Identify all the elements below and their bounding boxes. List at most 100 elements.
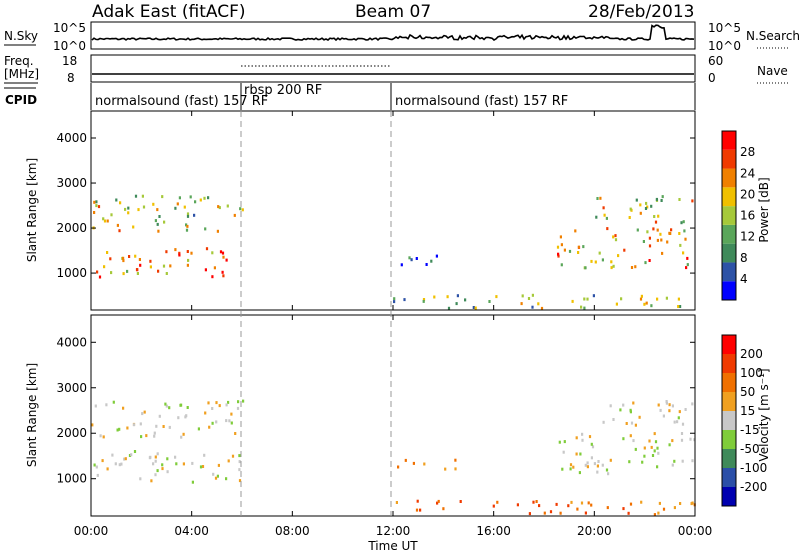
station-title: Adak East (fitACF) <box>92 2 246 22</box>
range-gate-cell <box>161 195 164 199</box>
range-gate-cell <box>161 463 164 467</box>
range-gate-cell <box>681 422 685 426</box>
range-gate-cell <box>126 426 129 430</box>
freq-panel <box>90 54 696 83</box>
range-gate-cell <box>581 432 584 436</box>
range-gate-cell <box>419 508 422 512</box>
range-gate-cell <box>558 440 561 444</box>
range-gate-cell <box>234 432 237 435</box>
range-gate-cell <box>150 479 153 483</box>
colorbar-frame <box>721 334 737 507</box>
colorbar-segment <box>722 224 736 244</box>
y-tick-label: 2000 <box>56 221 87 235</box>
range-gate-cell <box>657 214 660 218</box>
range-gate-cell <box>165 250 168 254</box>
range-gate-cell <box>186 263 189 267</box>
range-gate-cell <box>627 511 630 515</box>
nsky-noise-line <box>91 24 695 42</box>
range-gate-cell <box>132 423 136 427</box>
range-gate-cell <box>149 265 152 269</box>
range-gate-cell <box>474 306 477 310</box>
range-gate-cell <box>225 403 228 407</box>
range-gate-cell <box>105 403 108 407</box>
range-gate-cell <box>557 252 560 256</box>
range-gate-cell <box>670 228 673 232</box>
range-gate-cell <box>586 465 589 469</box>
range-gate-cell <box>639 211 642 215</box>
range-gate-cell <box>139 422 142 426</box>
range-gate-cell <box>535 500 538 503</box>
colorbar-tick-label: 50 <box>740 385 755 399</box>
range-gate-cell <box>227 400 230 404</box>
range-gate-cell <box>691 199 694 203</box>
range-gate-cell <box>93 200 96 204</box>
y-tick-label: 3000 <box>56 176 87 190</box>
range-gate-cell <box>237 400 240 404</box>
colorbar-tick-label: -100 <box>740 461 767 475</box>
range-gate-cell <box>653 449 656 453</box>
range-gate-cell <box>659 232 662 236</box>
range-gate-cell <box>454 467 457 471</box>
range-gate-cell <box>606 506 609 510</box>
x-tick-label: 16:00 <box>476 524 511 538</box>
range-gate-cell <box>681 459 684 463</box>
range-gate-cell <box>622 437 625 441</box>
range-gate-cell <box>102 217 105 221</box>
range-gate-cell <box>191 480 194 484</box>
range-gate-cell <box>578 471 581 475</box>
range-gate-cell <box>98 275 102 279</box>
nsky-left-tick-top: 10^5 <box>53 21 86 35</box>
colorbar-segment <box>722 243 736 263</box>
range-gate-cell <box>163 220 166 224</box>
range-gate-cell <box>185 228 189 232</box>
range-gate-cell <box>583 306 586 310</box>
colorbar-segment <box>722 206 736 225</box>
range-gate-cell <box>238 479 242 483</box>
range-gate-cell <box>629 502 633 506</box>
power-panel-frame <box>90 110 696 311</box>
range-gate-cell <box>646 205 649 209</box>
range-gate-cell <box>132 225 135 229</box>
colorbar-tick-label: -200 <box>740 480 767 494</box>
range-gate-cell <box>415 508 419 512</box>
time-x-axis: 00:00 04:00 08:00 12:00 16:00 20:00 00:00 <box>74 111 712 538</box>
range-gate-cell <box>157 269 160 273</box>
range-gate-cell <box>156 452 159 456</box>
range-gate-cell <box>412 461 415 465</box>
colorbar-tick-label: 8 <box>740 251 748 265</box>
range-gate-cell <box>685 266 688 270</box>
range-gate-cell <box>133 450 137 453</box>
range-gate-cell <box>124 207 127 211</box>
range-gate-cell <box>137 208 140 212</box>
range-gate-cell <box>164 402 167 406</box>
range-gate-cell <box>560 243 563 247</box>
range-gate-cell <box>204 227 207 231</box>
colorbar-tick-label: 28 <box>740 145 755 159</box>
range-gate-cell <box>230 421 233 425</box>
y-tick-label: 4000 <box>56 131 87 145</box>
range-gate-cell <box>678 410 681 414</box>
range-gate-cell <box>668 409 671 413</box>
cpid-segment-3: normalsound (fast) 157 RF <box>395 94 568 109</box>
range-gate-cell <box>639 297 643 301</box>
range-gate-cell <box>609 404 612 408</box>
range-gate-cell <box>654 440 658 444</box>
range-gate-cell <box>570 500 573 504</box>
range-gate-cell <box>154 455 157 459</box>
range-gate-cell <box>166 457 169 461</box>
range-gate-cell <box>230 412 233 416</box>
power-colorbar-label: Power [dB] <box>757 177 771 242</box>
x-tick-label: 00:00 <box>74 524 109 538</box>
range-gate-cell <box>648 236 651 240</box>
range-gate-cell <box>197 427 200 431</box>
range-gate-cell <box>622 403 625 407</box>
range-gate-cell <box>211 421 214 425</box>
range-gate-cell <box>442 507 445 511</box>
range-gate-cell <box>689 437 692 441</box>
range-gate-cell <box>537 302 540 306</box>
colorbar-segment <box>722 262 736 282</box>
range-gate-cell <box>590 259 593 263</box>
freq-left-tick-top: 18 <box>62 54 77 68</box>
range-gate-cell <box>640 294 643 298</box>
nsky-panel <box>90 21 696 50</box>
